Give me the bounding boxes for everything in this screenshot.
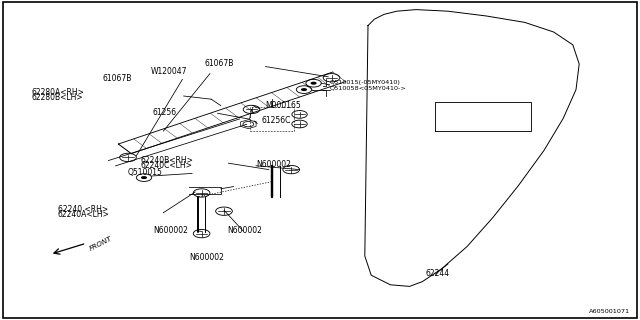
Text: 62244: 62244 — [426, 269, 450, 278]
Text: 62280A<RH>: 62280A<RH> — [32, 88, 85, 97]
Text: Q510015: Q510015 — [128, 168, 163, 177]
Text: 62240B<RH>: 62240B<RH> — [141, 156, 194, 165]
Text: 61256C: 61256C — [261, 116, 291, 125]
Text: N600002: N600002 — [154, 226, 188, 235]
Text: A605001071: A605001071 — [589, 309, 630, 314]
Text: N600002: N600002 — [189, 253, 223, 262]
Text: M000165: M000165 — [266, 101, 301, 110]
Text: Q510015(-05MY0410): Q510015(-05MY0410) — [330, 80, 401, 85]
Text: 61067B: 61067B — [102, 74, 132, 83]
Text: 62240C<LH>: 62240C<LH> — [141, 161, 193, 170]
Text: N600002: N600002 — [256, 160, 291, 169]
Text: Q510058<05MY0410->: Q510058<05MY0410-> — [330, 85, 406, 90]
Text: N600002: N600002 — [227, 226, 262, 235]
Text: 61067B: 61067B — [204, 60, 234, 68]
Text: W120047: W120047 — [150, 68, 187, 76]
Text: 61256: 61256 — [152, 108, 177, 117]
Circle shape — [310, 82, 317, 85]
Circle shape — [141, 176, 147, 179]
Text: 62240 <RH>: 62240 <RH> — [58, 205, 108, 214]
Text: FRONT: FRONT — [88, 236, 113, 252]
Circle shape — [301, 88, 307, 91]
Text: 62240A<LH>: 62240A<LH> — [58, 210, 109, 219]
Text: 62280B<LH>: 62280B<LH> — [32, 93, 84, 102]
